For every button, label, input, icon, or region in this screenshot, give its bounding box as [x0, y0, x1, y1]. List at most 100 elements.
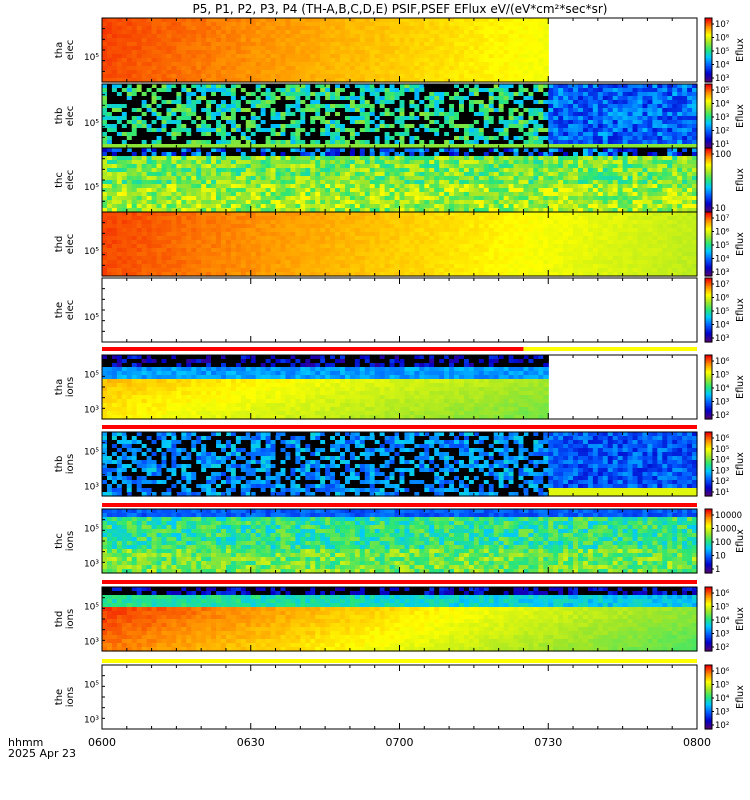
heatmap-cell [102, 128, 108, 133]
heatmap-cell [354, 168, 361, 173]
heatmap-cell [166, 120, 173, 125]
heatmap-cell [473, 112, 480, 117]
heatmap-cell [404, 204, 411, 209]
heatmap-cell [221, 62, 227, 67]
heatmap-cell [240, 160, 247, 165]
heatmap-cell [444, 84, 450, 89]
heatmap-cell [449, 42, 455, 47]
heatmap-cell [677, 96, 683, 101]
heatmap-cell [607, 144, 614, 149]
heatmap-cell [513, 148, 520, 153]
heatmap-cell [349, 208, 356, 213]
heatmap-cell [677, 88, 683, 93]
heatmap-cell [156, 66, 163, 71]
heatmap-cell [374, 54, 381, 59]
heatmap-cell [454, 116, 460, 121]
heatmap-cell [379, 70, 386, 75]
heatmap-cell [463, 200, 470, 205]
heatmap-cell [330, 54, 336, 59]
heatmap-cell [201, 176, 207, 181]
heatmap-cell [364, 152, 371, 157]
heatmap-cell [364, 26, 371, 31]
heatmap-cell [196, 96, 202, 101]
heatmap-cell [473, 204, 480, 209]
heatmap-cell [166, 104, 173, 109]
heatmap-cell [429, 148, 435, 153]
heatmap-cell [181, 164, 187, 169]
heatmap-cell [221, 208, 227, 213]
heatmap-cell [558, 112, 564, 117]
heatmap-cell [493, 26, 500, 31]
heatmap-cell [310, 108, 316, 113]
heatmap-cell [374, 132, 381, 137]
heatmap-cell [369, 156, 376, 161]
heatmap-cell [468, 156, 475, 161]
heatmap-cell [146, 204, 153, 209]
heatmap-cell [295, 180, 301, 185]
heatmap-cell [290, 112, 296, 117]
heatmap-cell [161, 46, 168, 51]
heatmap-cell [151, 62, 158, 67]
heatmap-cell [116, 70, 123, 75]
heatmap-cell [359, 46, 366, 51]
heatmap-cell [573, 124, 579, 129]
heatmap-cell [201, 26, 207, 31]
heatmap-cell [260, 84, 267, 89]
heatmap-cell [612, 104, 619, 109]
heatmap-cell [349, 22, 356, 27]
heatmap-cell [503, 112, 510, 117]
heatmap-cell [607, 100, 614, 105]
heatmap-cell [121, 192, 128, 197]
heatmap-cell [106, 34, 113, 39]
heatmap-cell [265, 188, 272, 193]
heatmap-cell [543, 58, 549, 63]
heatmap-cell [359, 120, 366, 125]
heatmap-cell [429, 62, 435, 67]
heatmap-cell [354, 196, 361, 201]
heatmap-cell [186, 160, 192, 165]
heatmap-cell [503, 120, 510, 125]
heatmap-cell [300, 50, 306, 55]
heatmap-cell [498, 176, 505, 181]
heatmap-cell [354, 54, 361, 59]
heatmap-cell [315, 192, 321, 197]
heatmap-cell [523, 92, 530, 97]
heatmap-cell [558, 96, 564, 101]
heatmap-cell [498, 58, 505, 63]
heatmap-cell [245, 128, 252, 133]
heatmap-cell [384, 112, 391, 117]
heatmap-cell [602, 140, 609, 145]
heatmap-cell [315, 204, 321, 209]
heatmap-cell [597, 144, 604, 149]
heatmap-cell [340, 192, 346, 197]
heatmap-cell [404, 66, 411, 71]
heatmap-cell [439, 46, 445, 51]
heatmap-cell [186, 188, 192, 193]
heatmap-cell [483, 54, 490, 59]
heatmap-cell [518, 164, 525, 169]
heatmap-cell [409, 196, 415, 201]
heatmap-cell [622, 140, 629, 145]
heatmap-cell [330, 22, 336, 27]
heatmap-cell [622, 88, 629, 93]
heatmap-cell [364, 54, 371, 59]
heatmap-cell [354, 152, 361, 157]
heatmap-cell [146, 58, 153, 63]
heatmap-cell [280, 38, 287, 43]
heatmap-cell [657, 132, 663, 137]
heatmap-cell [121, 132, 128, 137]
heatmap-cell [647, 128, 653, 133]
heatmap-cell [111, 188, 118, 193]
heatmap-cell [488, 204, 495, 209]
heatmap-cell [548, 88, 554, 93]
heatmap-cell [513, 62, 520, 67]
heatmap-cell [379, 168, 386, 173]
heatmap-cell [528, 38, 534, 43]
heatmap-cell [468, 132, 475, 137]
heatmap-cell [463, 54, 470, 59]
heatmap-cell [454, 168, 460, 173]
heatmap-cell [151, 34, 158, 39]
heatmap-cell [330, 136, 336, 141]
heatmap-cell [310, 30, 316, 35]
heatmap-cell [305, 92, 311, 97]
